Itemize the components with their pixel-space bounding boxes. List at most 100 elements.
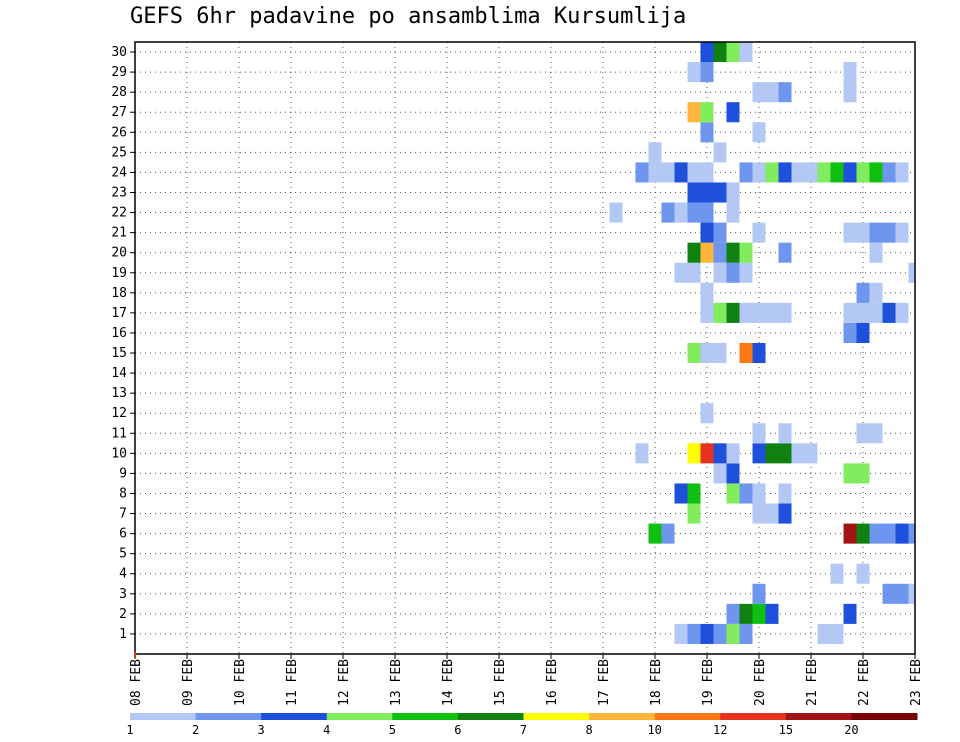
heatmap-cell xyxy=(713,42,727,63)
heatmap-cell xyxy=(713,262,727,283)
heatmap-cell xyxy=(739,603,753,624)
heatmap-cell xyxy=(752,423,766,444)
heatmap-cell xyxy=(752,603,766,624)
heatmap-cell xyxy=(869,282,883,303)
heatmap-cell xyxy=(713,242,727,263)
heatmap-cell xyxy=(687,262,701,283)
heatmap-cell xyxy=(791,443,805,464)
y-tick-label: 6 xyxy=(119,527,127,542)
y-tick-label: 4 xyxy=(119,567,127,582)
heatmap-cell xyxy=(609,202,623,223)
x-tick-label: 22 FEB xyxy=(857,659,872,706)
heatmap-cell xyxy=(674,623,688,644)
heatmap-cell xyxy=(648,523,662,544)
heatmap-cell xyxy=(726,262,740,283)
heatmap-cell xyxy=(752,583,766,604)
heatmap-cell xyxy=(739,162,753,183)
heatmap-cell xyxy=(700,122,714,143)
heatmap-cell xyxy=(830,162,844,183)
heatmap-cell xyxy=(713,463,727,484)
colorbar: 1 2 3 4 5 6 7 8 10 12 15 20 xyxy=(126,713,918,737)
colorbar-label: 10 xyxy=(647,723,661,737)
heatmap-cell xyxy=(882,523,896,544)
heatmap-cell xyxy=(882,222,896,243)
heatmap-cell xyxy=(856,302,870,323)
heatmap-cell xyxy=(778,443,792,464)
y-tick-label: 12 xyxy=(111,406,127,421)
heatmap-cell xyxy=(843,322,857,343)
heatmap-cell xyxy=(895,302,909,323)
heatmap-cell xyxy=(791,162,805,183)
heatmap-cell xyxy=(908,262,915,283)
x-tick-label: 17 FEB xyxy=(597,659,612,706)
y-tick-label: 25 xyxy=(111,145,127,160)
heatmap-cell xyxy=(869,222,883,243)
x-tick-label: 11 FEB xyxy=(285,659,300,706)
heatmap-cell xyxy=(700,42,714,63)
heatmap-cell xyxy=(765,162,779,183)
heatmap-cell xyxy=(648,162,662,183)
heatmap-cell xyxy=(726,202,740,223)
y-tick-label: 10 xyxy=(111,446,127,461)
heatmap-cell xyxy=(856,523,870,544)
heatmap-cell xyxy=(856,162,870,183)
x-tick-label: 12 FEB xyxy=(337,659,352,706)
colorbar-label: 8 xyxy=(585,723,592,737)
heatmap-cell xyxy=(726,443,740,464)
heatmap-cell xyxy=(674,262,688,283)
heatmap-cell xyxy=(778,82,792,103)
heatmap-cell xyxy=(700,302,714,323)
heatmap-cell xyxy=(856,322,870,343)
y-tick-label: 16 xyxy=(111,326,127,341)
colorbar-segment xyxy=(654,713,721,720)
colorbar-segment xyxy=(523,713,590,720)
heatmap-cell xyxy=(830,563,844,584)
heatmap-cell xyxy=(843,82,857,103)
heatmap-cell xyxy=(739,262,753,283)
heatmap-cell xyxy=(726,463,740,484)
heatmap-cell xyxy=(817,162,831,183)
colorbar-label: 20 xyxy=(844,723,858,737)
y-tick-label: 1 xyxy=(119,627,127,642)
heatmap-cell xyxy=(674,202,688,223)
heatmap-cell xyxy=(856,282,870,303)
heatmap-cell xyxy=(843,463,857,484)
heatmap-cell xyxy=(726,603,740,624)
colorbar-segment xyxy=(195,713,262,720)
heatmap-cell xyxy=(674,162,688,183)
heatmap-cell xyxy=(752,222,766,243)
heatmap-cell xyxy=(726,483,740,504)
axes: 1234567891011121314151617181920212223242… xyxy=(111,45,924,706)
colorbar-label: 15 xyxy=(779,723,793,737)
heatmap-cell xyxy=(726,302,740,323)
heatmap-cell xyxy=(739,342,753,364)
colorbar-label: 7 xyxy=(520,723,527,737)
x-tick-label: 13 FEB xyxy=(389,659,404,706)
heatmap-cell xyxy=(765,443,779,464)
heatmap-cell xyxy=(765,503,779,524)
colorbar-segment xyxy=(457,713,524,720)
heatmap-cell xyxy=(700,222,714,243)
heatmap-cell xyxy=(908,583,915,604)
heatmap-cell xyxy=(778,423,792,444)
heatmap-cell xyxy=(687,62,701,83)
heatmap-cell xyxy=(713,443,727,464)
colorbar-segment xyxy=(720,713,787,720)
heatmap-cell xyxy=(752,342,766,364)
heatmap-cell xyxy=(726,623,740,644)
y-tick-label: 8 xyxy=(119,486,127,501)
heatmap-cell xyxy=(687,443,701,464)
heatmap-cell xyxy=(700,623,714,644)
heatmap-cell xyxy=(687,162,701,183)
x-tick-label: 10 FEB xyxy=(233,659,248,706)
colorbar-label: 2 xyxy=(192,723,199,737)
heatmap-cell xyxy=(752,483,766,504)
heatmap-cell xyxy=(687,342,701,364)
y-tick-label: 19 xyxy=(111,266,127,281)
heatmap-cell xyxy=(713,302,727,323)
heatmap-cell xyxy=(700,242,714,263)
y-tick-label: 24 xyxy=(111,165,127,180)
heatmap-cell xyxy=(700,102,714,123)
y-tick-label: 13 xyxy=(111,386,127,401)
y-tick-label: 3 xyxy=(119,587,127,602)
